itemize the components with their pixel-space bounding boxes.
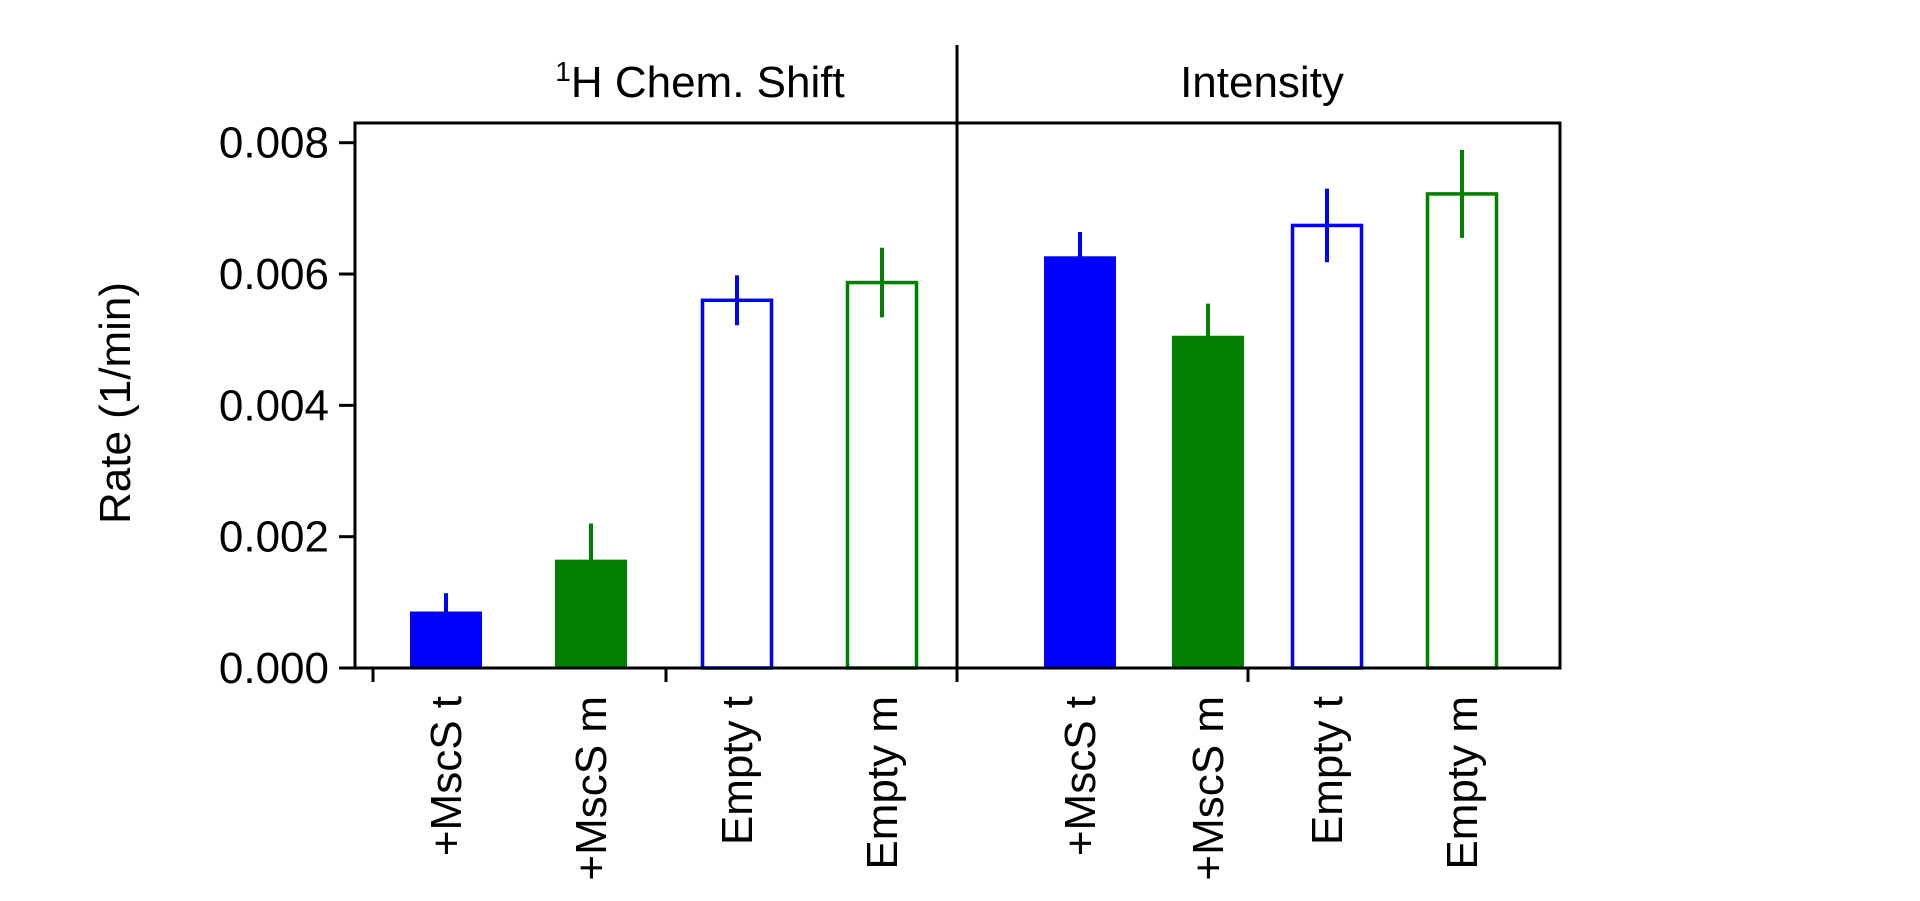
axes: 0.000 0.002 0.004 0.006 0.008 +MscS t +MscS m E… (219, 45, 1562, 881)
x-tick-label: Empty m (858, 696, 907, 870)
y-tick-label: 0.006 (219, 250, 329, 299)
y-tick-label: 0.008 (219, 119, 329, 168)
bar (700, 298, 774, 670)
x-tick-label: Empty t (713, 696, 762, 845)
panel-1-title-superscript: 1 (555, 56, 571, 87)
bar (1290, 223, 1364, 670)
x-tick-label: +MscS t (1056, 696, 1105, 856)
y-axis-label: Rate (1/min) (91, 282, 140, 524)
y-tick-label: 0.004 (219, 381, 329, 430)
bar (845, 280, 919, 670)
bar (1425, 192, 1499, 670)
x-tick-label: +MscS m (1184, 696, 1233, 881)
panel-2-title-text: Intensity (1180, 58, 1344, 107)
x-tick-label: Empty m (1438, 696, 1487, 870)
panel-1-title-text: H Chem. Shift (571, 58, 845, 107)
bar (1172, 335, 1244, 668)
y-tick-label: 0.002 (219, 513, 329, 562)
panel-2-title: Intensity (1180, 58, 1344, 107)
x-tick-label: +MscS m (567, 696, 616, 881)
x-tick-label: +MscS t (422, 696, 471, 856)
x-tick-label: Empty t (1303, 696, 1352, 845)
bar (1044, 256, 1116, 668)
panel-1-title: 1H Chem. Shift (555, 56, 844, 107)
y-tick-label: 0.000 (219, 644, 329, 693)
plot-area (410, 149, 1499, 670)
